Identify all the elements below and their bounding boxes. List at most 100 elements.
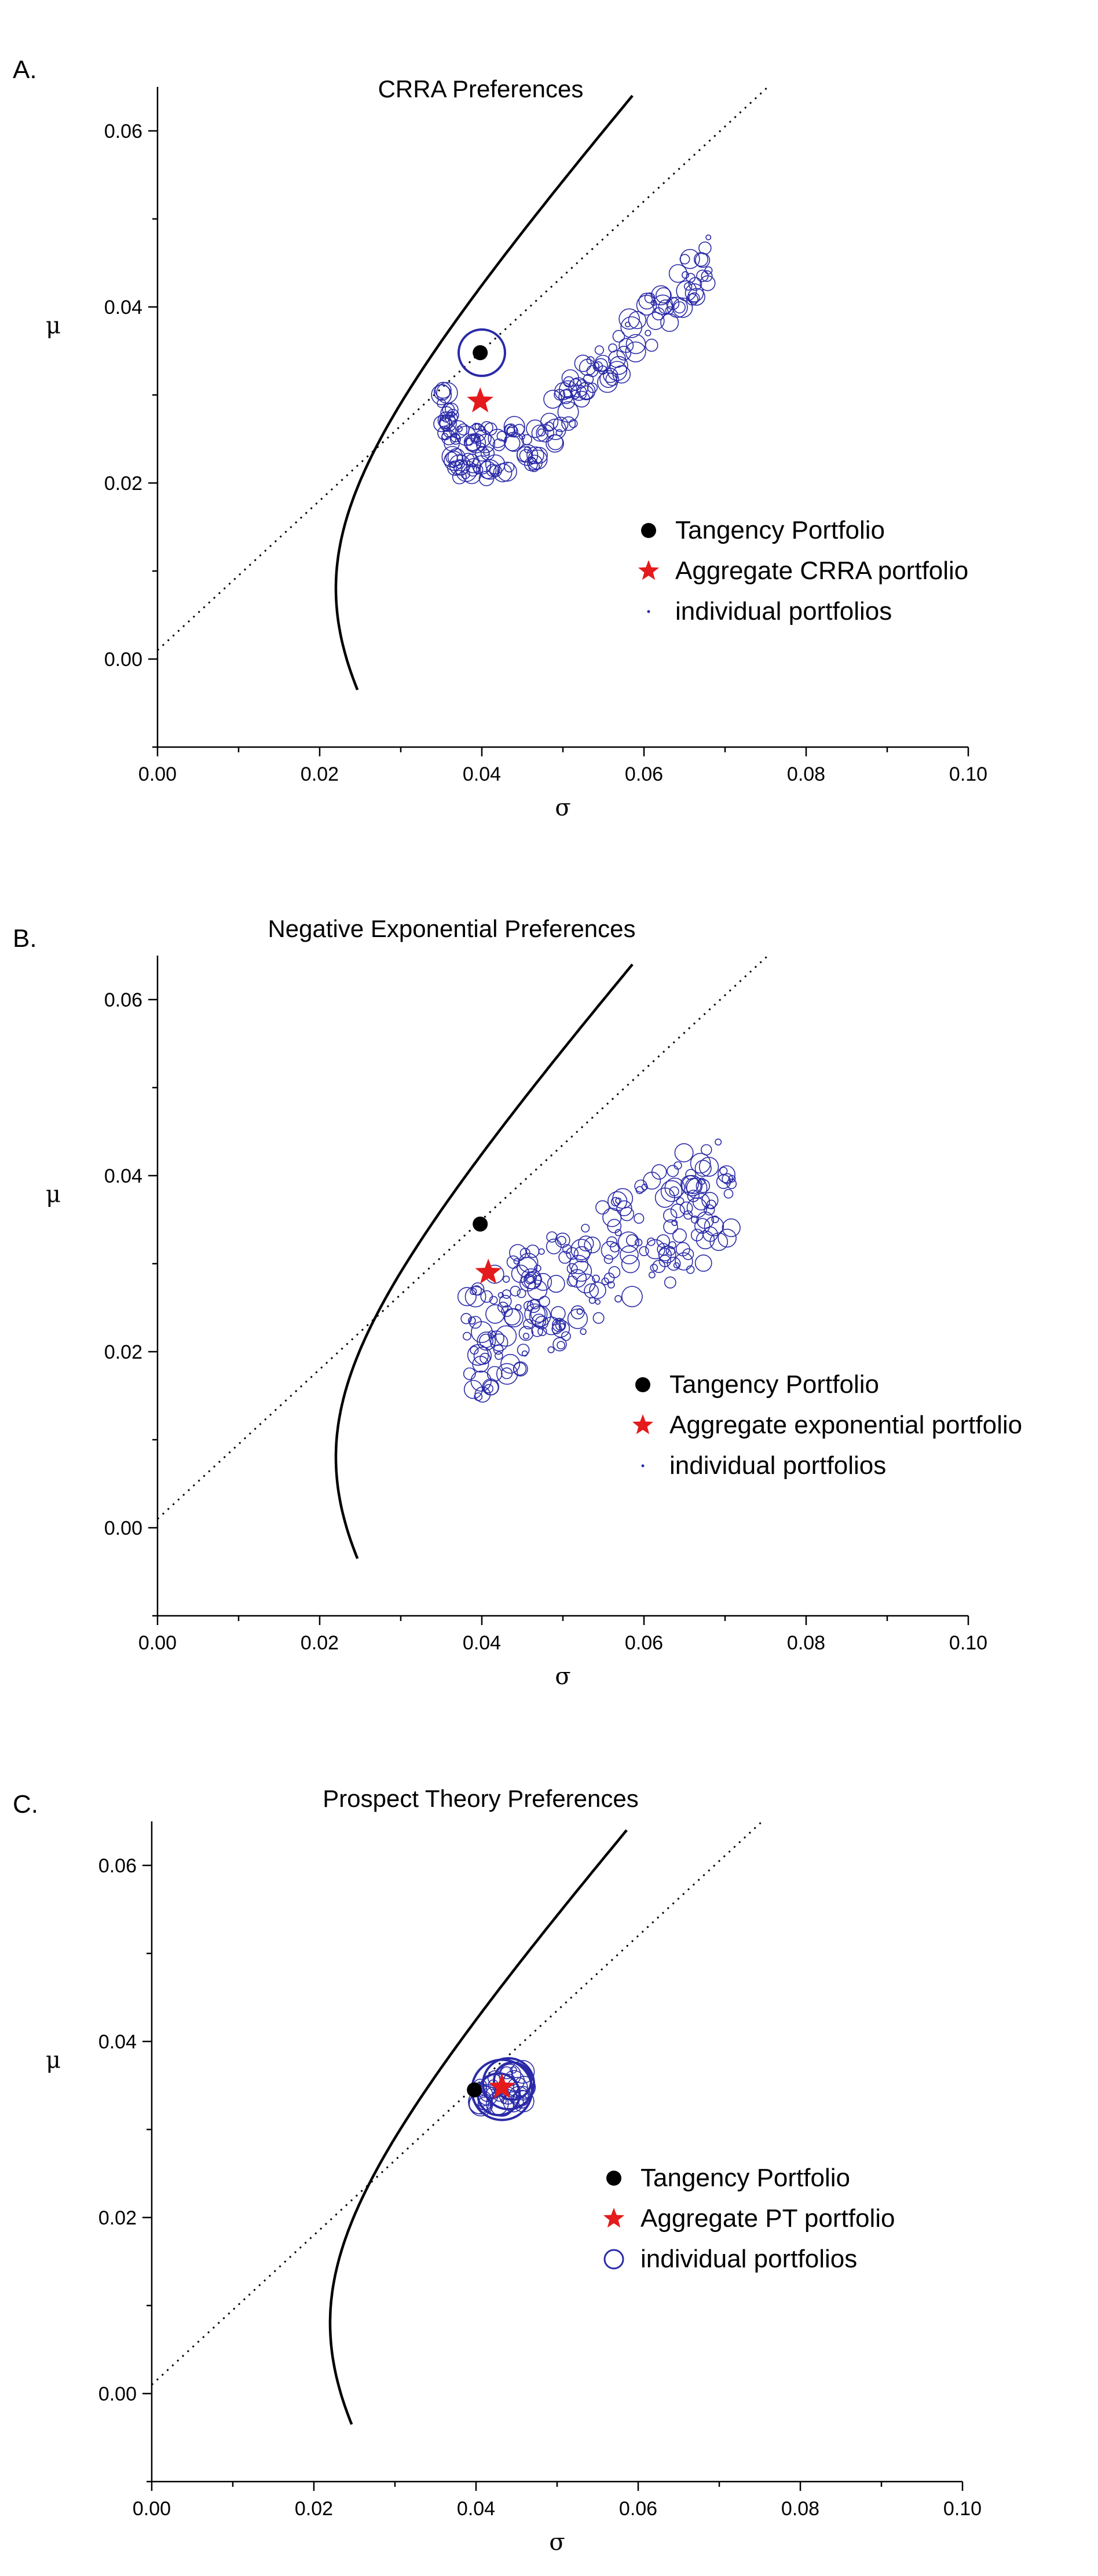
y-tick-label: 0.02 — [104, 473, 142, 495]
individual-portfolio-point — [674, 1161, 682, 1170]
individual-portfolio-point — [573, 1246, 590, 1263]
individual-portfolio-point — [441, 433, 449, 440]
individual-portfolio-point — [715, 1139, 722, 1146]
individual-portfolio-point — [716, 1174, 731, 1190]
individual-portfolio-point — [620, 1206, 635, 1221]
individual-portfolio-point — [694, 1159, 712, 1177]
legend: Tangency Portfolio Aggregate PT portfolio… — [603, 2164, 895, 2273]
x-tick-label: 0.00 — [138, 1632, 177, 1654]
x-tick-label: 0.08 — [781, 2498, 819, 2520]
individual-portfolio-point — [521, 1350, 528, 1357]
individual-portfolio-point — [658, 1245, 676, 1264]
individual-portfolio-point — [617, 1231, 639, 1253]
individual-portfolio-point — [488, 429, 507, 448]
legend-aggregate-marker — [632, 1414, 654, 1435]
tangency-portfolio-point — [473, 345, 488, 361]
individual-portfolio-point — [722, 1218, 741, 1238]
individual-portfolio-point — [603, 368, 618, 383]
individual-portfolio-point — [620, 316, 642, 338]
individual-portfolio-point — [674, 1143, 694, 1163]
individual-portfolio-point — [493, 2061, 532, 2101]
individual-portfolio-point — [638, 292, 656, 310]
individual-portfolio-point — [722, 1173, 733, 1185]
individual-portfolio-point — [647, 1237, 656, 1246]
individual-portfolio-point — [528, 460, 540, 473]
y-tick-label: 0.00 — [98, 2383, 137, 2405]
individual-portfolio-point — [499, 1294, 512, 1308]
individual-portfolio-point — [673, 301, 686, 314]
legend-label: individual portfolios — [675, 597, 892, 625]
chart-panel-c: C. Prospect Theory Preferences 0.00 0.02 0.0… — [13, 1785, 982, 2556]
individual-portfolio-point — [625, 1234, 638, 1246]
individual-portfolio-point — [705, 234, 712, 240]
individual-portfolio-point — [686, 293, 698, 306]
individual-portfolio-point — [464, 435, 481, 452]
individual-portfolio-point — [540, 412, 559, 431]
individual-portfolio-point — [588, 1297, 596, 1304]
individual-portfolio-point — [682, 271, 690, 279]
aggregate-portfolio-star — [475, 1258, 502, 1284]
individual-portfolio-point — [673, 1262, 680, 1269]
individual-portfolio-point — [495, 1351, 503, 1360]
individual-portfolio-point — [645, 338, 658, 352]
individual-portfolio-point — [510, 1286, 521, 1297]
individual-portfolio-point — [558, 1323, 566, 1330]
individual-portfolio-point — [570, 1305, 585, 1320]
individual-portfolio-point — [595, 1200, 610, 1215]
individual-portfolio-point — [511, 2060, 535, 2084]
individual-portfolio-point — [650, 1264, 658, 1272]
individual-portfolio-point — [460, 469, 470, 480]
individual-portfolio-point — [518, 1253, 539, 1273]
individual-portfolio-point — [579, 358, 596, 376]
y-tick-label: 0.04 — [104, 1165, 142, 1187]
individual-portfolio-point — [610, 1196, 621, 1207]
individual-portfolio-point — [561, 1331, 571, 1341]
individual-portfolio-point — [501, 1305, 513, 1317]
individual-portfolio-point — [503, 416, 525, 438]
efficient-frontier — [334, 94, 634, 691]
individual-portfolio-point — [663, 1208, 678, 1223]
individual-portfolio-point — [513, 1362, 527, 1376]
individual-portfolio-point — [484, 422, 497, 436]
individual-portfolio-point — [612, 1188, 634, 1209]
individual-portfolio-point — [668, 1241, 676, 1249]
individual-portfolio-point — [634, 1213, 645, 1224]
individual-portfolio-point — [511, 1264, 530, 1283]
legend-aggregate-marker — [603, 2208, 625, 2228]
individual-portfolio-point — [683, 1210, 693, 1220]
individual-portfolio-point — [691, 1215, 700, 1224]
individual-portfolio-point — [503, 2091, 524, 2113]
individual-portfolio-point — [434, 382, 452, 399]
individual-portfolio-point — [480, 1352, 491, 1364]
y-axis-label: μ — [46, 2047, 61, 2074]
individual-portfolio-point — [694, 253, 711, 268]
individual-portfolio-point — [547, 434, 563, 451]
legend-tangency-marker — [606, 2171, 621, 2186]
x-tick-label: 0.02 — [301, 763, 339, 785]
individual-portfolio-point — [441, 446, 463, 468]
individual-portfolio-point — [667, 1257, 681, 1271]
individual-portfolio-point — [675, 1252, 693, 1271]
individual-portfolio-point — [681, 1174, 703, 1196]
individual-portfolio-point — [445, 451, 458, 464]
individual-portfolio-point — [547, 1346, 555, 1353]
legend-label: Tangency Portfolio — [669, 1370, 879, 1399]
individual-portfolio-point — [473, 1346, 492, 1365]
individual-portfolio-point — [704, 266, 713, 275]
individual-portfolio-point — [526, 1245, 540, 1258]
individual-portfolio-point — [546, 1238, 562, 1254]
x-tick-label: 0.06 — [625, 763, 663, 785]
individual-portfolio-point — [452, 470, 467, 485]
individual-portfolio-point — [552, 1318, 566, 1332]
individual-portfolio-point — [448, 411, 455, 418]
legend-label: individual portfolios — [640, 2245, 857, 2273]
individual-portfolio-point — [651, 285, 671, 306]
individual-portfolios — [431, 234, 716, 486]
x-tick-label: 0.10 — [949, 763, 987, 785]
individual-portfolio-point — [495, 1325, 517, 1347]
panel-label: A. — [13, 56, 37, 84]
individual-portfolio-point — [516, 444, 539, 466]
individual-portfolio-point — [646, 312, 665, 330]
legend-label: Aggregate PT portfolio — [640, 2204, 895, 2233]
individual-portfolio-point — [616, 346, 632, 361]
